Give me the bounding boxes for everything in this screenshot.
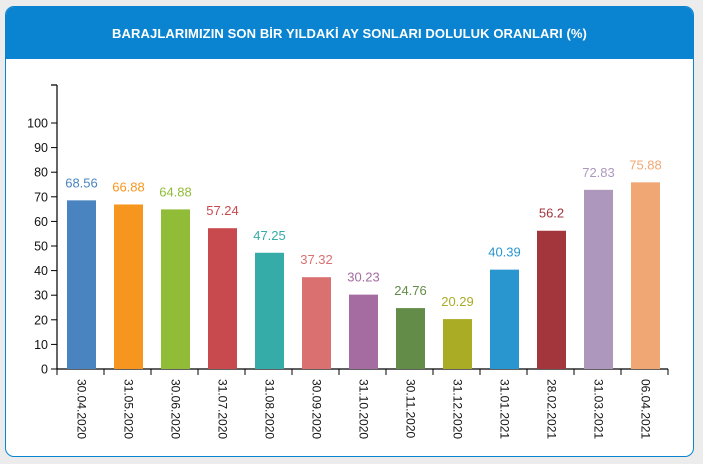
- value-label: 68.56: [65, 175, 98, 190]
- bar: [349, 294, 378, 369]
- x-tick-label: 31.08.2020: [263, 379, 277, 439]
- bar: [208, 228, 237, 369]
- card-header: BARAJLARIMIZIN SON BİR YILDAKİ AY SONLAR…: [6, 7, 693, 59]
- x-tick-label: 31.12.2020: [451, 379, 465, 439]
- y-tick-label: 30: [34, 289, 48, 303]
- bar: [114, 204, 143, 369]
- y-tick-label: 100: [27, 117, 48, 131]
- x-tick-label: 31.01.2021: [498, 379, 512, 439]
- bar-chart: 0 10 20 30 40 50 60 70 80 90 100 68.56 30.04.2020 66.…: [27, 84, 669, 439]
- x-tick-label: 31.05.2020: [122, 379, 136, 439]
- bar: [490, 269, 519, 369]
- bar: [584, 189, 613, 369]
- x-tick-label: 31.10.2020: [357, 379, 371, 439]
- value-label: 40.39: [488, 245, 521, 260]
- x-tick-label: 30.04.2020: [75, 379, 89, 439]
- bar: [631, 182, 660, 369]
- x-tick-label: 30.09.2020: [310, 379, 324, 439]
- value-label: 24.76: [394, 283, 427, 298]
- x-tick-label: 30.11.2020: [404, 379, 418, 438]
- value-label: 37.32: [300, 252, 333, 267]
- y-tick-label: 10: [34, 338, 48, 352]
- y-tick-label: 70: [34, 190, 48, 204]
- chart-card: BARAJLARIMIZIN SON BİR YILDAKİ AY SONLAR…: [5, 6, 694, 457]
- y-tick-label: 80: [34, 166, 48, 180]
- x-tick-label: 30.06.2020: [169, 379, 183, 439]
- value-label: 75.88: [629, 157, 662, 172]
- bar: [255, 252, 284, 369]
- value-label: 56.2: [539, 206, 564, 221]
- value-label: 66.88: [112, 179, 145, 194]
- bar: [302, 277, 331, 369]
- value-label: 64.88: [159, 184, 192, 199]
- value-label: 30.23: [347, 270, 380, 285]
- bar: [537, 230, 566, 369]
- y-tick-label: 40: [34, 264, 48, 278]
- bar: [443, 319, 472, 369]
- bar: [67, 200, 96, 369]
- y-tick-label: 0: [41, 363, 48, 377]
- y-tick-label: 90: [34, 141, 48, 155]
- x-tick-label: 31.03.2021: [592, 379, 606, 439]
- value-label: 57.24: [206, 203, 239, 218]
- bar: [161, 209, 190, 369]
- x-tick-label: 06.04.2021: [639, 379, 653, 439]
- chart-title: BARAJLARIMIZIN SON BİR YILDAKİ AY SONLAR…: [112, 25, 587, 41]
- y-tick-label: 60: [34, 215, 48, 229]
- x-tick-label: 31.07.2020: [216, 379, 230, 439]
- bar: [396, 308, 425, 369]
- y-tick-label: 50: [34, 240, 48, 254]
- x-tick-label: 28.02.2021: [545, 379, 559, 439]
- y-tick-label: 20: [34, 313, 48, 327]
- value-label: 72.83: [582, 165, 615, 180]
- value-label: 47.25: [253, 228, 286, 243]
- value-label: 20.29: [441, 294, 474, 309]
